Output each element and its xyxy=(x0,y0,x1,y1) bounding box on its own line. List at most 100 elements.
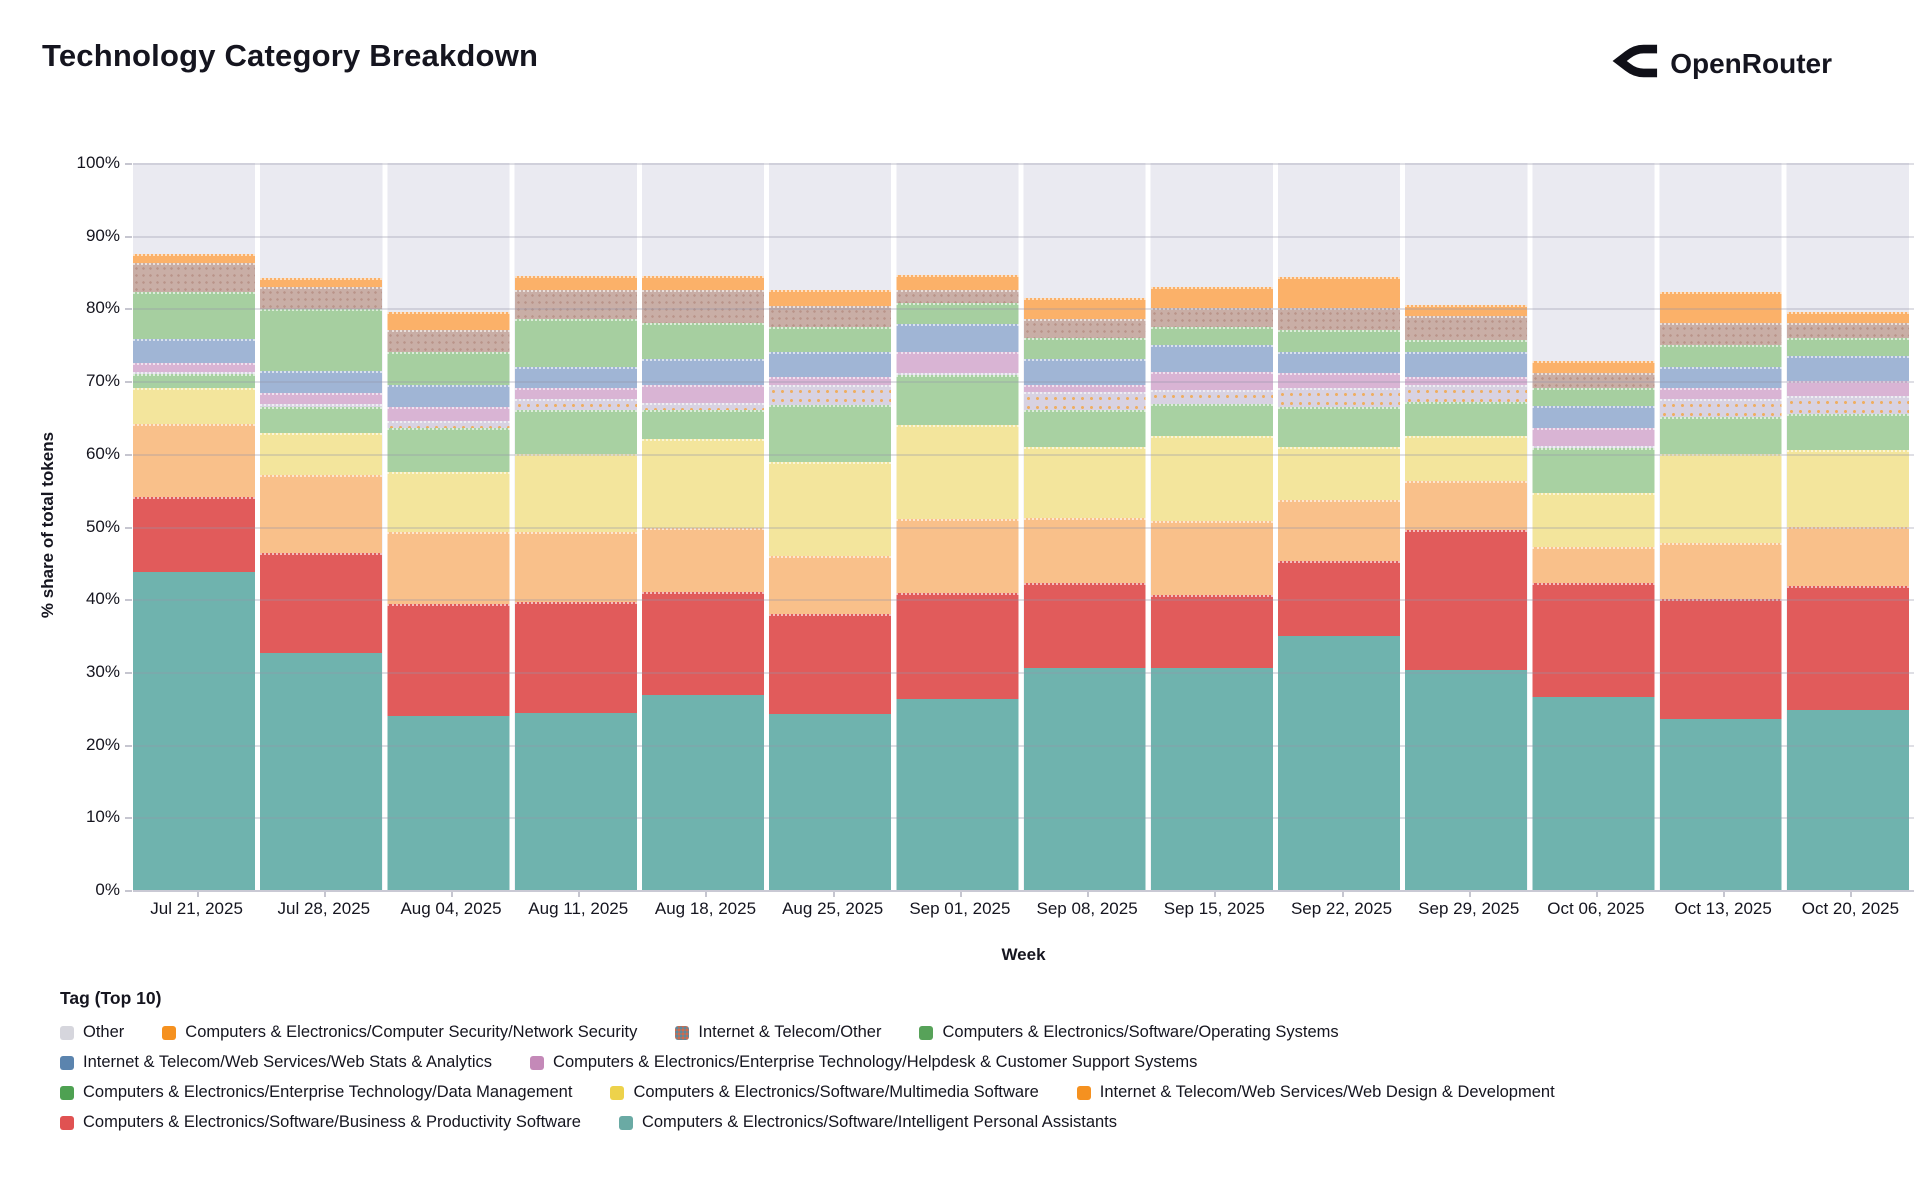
bar-segment[interactable] xyxy=(896,375,1019,425)
bar-segment[interactable] xyxy=(514,275,637,291)
bar-segment[interactable] xyxy=(1405,339,1528,353)
bar-segment[interactable] xyxy=(1659,388,1782,400)
bar-segment[interactable] xyxy=(387,715,510,890)
bar-segment[interactable] xyxy=(1659,599,1782,720)
bar-segment[interactable] xyxy=(641,591,765,696)
bar-segment[interactable] xyxy=(1659,344,1782,367)
bar-segment[interactable] xyxy=(133,388,256,425)
legend-item-ns[interactable]: Computers & Electronics/Computer Securit… xyxy=(162,1023,637,1042)
bar-segment[interactable] xyxy=(514,712,637,890)
bar-segment[interactable] xyxy=(387,352,510,385)
bar-segment[interactable] xyxy=(896,289,1019,303)
bar-segment[interactable] xyxy=(1277,388,1401,407)
bar-segment[interactable] xyxy=(1532,546,1655,584)
legend-item-hd[interactable]: Computers & Electronics/Enterprise Techn… xyxy=(530,1053,1197,1072)
bar-segment[interactable] xyxy=(387,406,510,422)
legend-item-os[interactable]: Computers & Electronics/Software/Operati… xyxy=(919,1023,1339,1042)
bar-segment[interactable] xyxy=(1532,427,1655,447)
bar-segment[interactable] xyxy=(1150,403,1273,437)
bar-segment[interactable] xyxy=(1786,381,1909,396)
bar-segment[interactable] xyxy=(387,384,510,407)
bar-segment[interactable] xyxy=(514,453,637,533)
bar-segment[interactable] xyxy=(133,373,256,389)
bar-segment[interactable] xyxy=(1277,446,1401,500)
bar-segment[interactable] xyxy=(387,472,510,532)
bar-segment[interactable] xyxy=(133,339,256,363)
bar-segment[interactable] xyxy=(1405,304,1528,316)
bar-segment[interactable] xyxy=(1023,410,1146,447)
bar-segment[interactable] xyxy=(896,698,1019,890)
bar-segment[interactable] xyxy=(769,306,892,327)
bar-segment[interactable] xyxy=(1405,384,1528,402)
legend-item-wdd[interactable]: Internet & Telecom/Web Services/Web Desi… xyxy=(1076,1083,1555,1102)
legend-item-other[interactable]: Other xyxy=(60,1023,124,1042)
bar-segment[interactable] xyxy=(514,602,637,713)
bar-segment[interactable] xyxy=(1659,366,1782,389)
bar-segment[interactable] xyxy=(260,392,383,404)
bar-segment[interactable] xyxy=(769,405,892,462)
bar-segment[interactable] xyxy=(387,604,510,716)
bar-segment[interactable] xyxy=(1405,670,1528,890)
bar-segment[interactable] xyxy=(1023,392,1146,411)
bar-segment[interactable] xyxy=(641,410,765,440)
legend-item-dm[interactable]: Computers & Electronics/Enterprise Techn… xyxy=(60,1083,572,1102)
bar-segment[interactable] xyxy=(133,572,256,890)
bar-segment[interactable] xyxy=(1023,667,1146,890)
bar-segment[interactable] xyxy=(1786,337,1909,356)
bar-segment[interactable] xyxy=(896,424,1019,520)
bar-segment[interactable] xyxy=(1786,323,1909,338)
bar-segment[interactable] xyxy=(514,290,637,320)
bar-segment[interactable] xyxy=(641,275,765,291)
bar-segment[interactable] xyxy=(1405,481,1528,531)
bar-segment[interactable] xyxy=(514,366,637,389)
bar-segment[interactable] xyxy=(1023,582,1146,668)
bar-segment[interactable] xyxy=(1277,561,1401,636)
bar-segment[interactable] xyxy=(260,552,383,653)
bar-segment[interactable] xyxy=(1405,315,1528,340)
bar-segment[interactable] xyxy=(1023,384,1146,393)
bar-segment[interactable] xyxy=(1659,323,1782,345)
bar-segment[interactable] xyxy=(1150,594,1273,668)
bar-segment[interactable] xyxy=(1532,583,1655,698)
legend-item-mms[interactable]: Computers & Electronics/Software/Multime… xyxy=(610,1083,1039,1102)
bar-segment[interactable] xyxy=(1786,450,1909,527)
bar-segment[interactable] xyxy=(1405,376,1528,385)
bar-segment[interactable] xyxy=(260,432,383,475)
bar-segment[interactable] xyxy=(769,376,892,385)
legend-item-wsa[interactable]: Internet & Telecom/Web Services/Web Stat… xyxy=(60,1053,492,1072)
bar-segment[interactable] xyxy=(641,695,765,890)
bar-segment[interactable] xyxy=(641,323,765,360)
bar-segment[interactable] xyxy=(1277,635,1401,890)
bar-segment[interactable] xyxy=(1532,372,1655,388)
bar-segment[interactable] xyxy=(1023,359,1146,385)
bar-segment[interactable] xyxy=(1150,308,1273,327)
bar-segment[interactable] xyxy=(769,326,892,353)
bar-segment[interactable] xyxy=(1786,355,1909,382)
bar-segment[interactable] xyxy=(1405,436,1528,482)
bar-segment[interactable] xyxy=(260,407,383,433)
bar-segment[interactable] xyxy=(514,532,637,603)
bar-segment[interactable] xyxy=(769,714,892,890)
bar-segment[interactable] xyxy=(641,359,765,385)
bar-segment[interactable] xyxy=(896,302,1019,324)
bar-segment[interactable] xyxy=(769,461,892,556)
bar-segment[interactable] xyxy=(1277,499,1401,562)
bar-segment[interactable] xyxy=(387,312,510,331)
bar-segment[interactable] xyxy=(133,253,256,264)
bar-segment[interactable] xyxy=(1659,453,1782,543)
bar-segment[interactable] xyxy=(641,439,765,528)
bar-segment[interactable] xyxy=(1277,308,1401,331)
bar-segment[interactable] xyxy=(769,290,892,307)
bar-segment[interactable] xyxy=(387,330,510,353)
bar-segment[interactable] xyxy=(1023,517,1146,583)
bar-segment[interactable] xyxy=(1532,697,1655,890)
bar-segment[interactable] xyxy=(260,371,383,393)
bar-segment[interactable] xyxy=(133,263,256,292)
bar-segment[interactable] xyxy=(1532,406,1655,428)
bar-segment[interactable] xyxy=(1786,586,1909,710)
bar-segment[interactable] xyxy=(1659,417,1782,454)
bar-segment[interactable] xyxy=(1023,337,1146,360)
bar-segment[interactable] xyxy=(641,384,765,403)
bar-segment[interactable] xyxy=(387,531,510,605)
bar-segment[interactable] xyxy=(1277,406,1401,447)
